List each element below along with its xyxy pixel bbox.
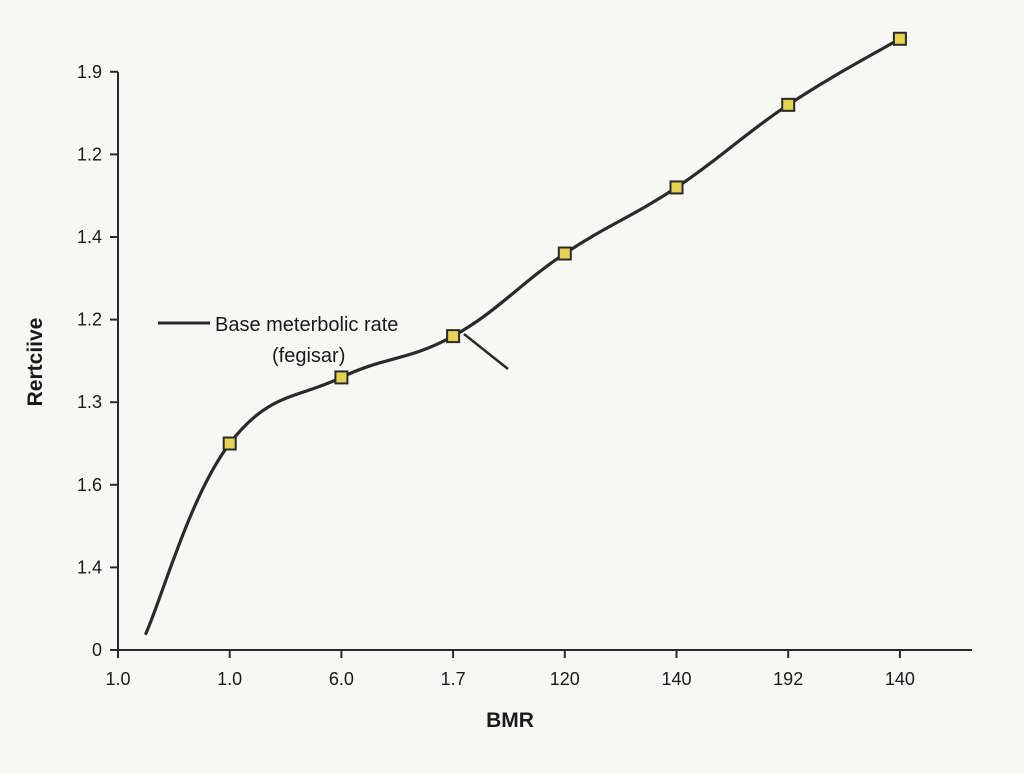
data-point-marker <box>892 31 907 46</box>
legend-label: Base meterbolic rate <box>215 314 398 336</box>
x-tick-label: 192 <box>773 669 803 689</box>
legend-label-sub: (fegisar) <box>272 345 345 367</box>
x-tick-label: 140 <box>661 669 691 689</box>
x-tick-label: 1.7 <box>441 669 466 689</box>
axes <box>117 72 972 651</box>
y-tick-label: 1.4 <box>77 557 102 577</box>
y-tick-label: 1.3 <box>77 392 102 412</box>
y-tick-label: 1.9 <box>77 62 102 82</box>
y-axis-title: Rertciive <box>24 318 47 407</box>
x-axis-title: BMR <box>486 709 534 732</box>
data-point-marker <box>446 329 461 344</box>
data-point-marker <box>781 97 796 112</box>
x-tick-label: 140 <box>885 669 915 689</box>
data-point-marker <box>557 246 572 261</box>
data-point-marker <box>222 436 237 451</box>
y-tick-label: 1.2 <box>77 144 102 164</box>
y-axis-ticks: 0 1.4 1.6 1.3 1.2 1.4 1.2 1.9 <box>77 62 118 660</box>
x-tick-label: 6.0 <box>329 669 354 689</box>
x-tick-label: 1.0 <box>105 669 130 689</box>
series-layer <box>144 31 907 636</box>
y-tick-label: 0 <box>92 640 102 660</box>
x-axis-ticks: 1.0 1.0 6.0 1.7 120 140 192 140 <box>105 650 915 689</box>
legend-leader-line <box>463 333 509 370</box>
x-tick-label: 1.0 <box>217 669 242 689</box>
x-tick-label: 120 <box>550 669 580 689</box>
data-point-marker <box>334 370 349 385</box>
y-tick-label: 1.2 <box>77 310 102 330</box>
y-tick-label: 1.6 <box>77 475 102 495</box>
series-line <box>144 37 902 636</box>
y-tick-label: 1.4 <box>77 227 102 247</box>
legend: Base meterbolic rate (fegisar) <box>158 314 509 370</box>
data-point-marker <box>669 180 684 195</box>
